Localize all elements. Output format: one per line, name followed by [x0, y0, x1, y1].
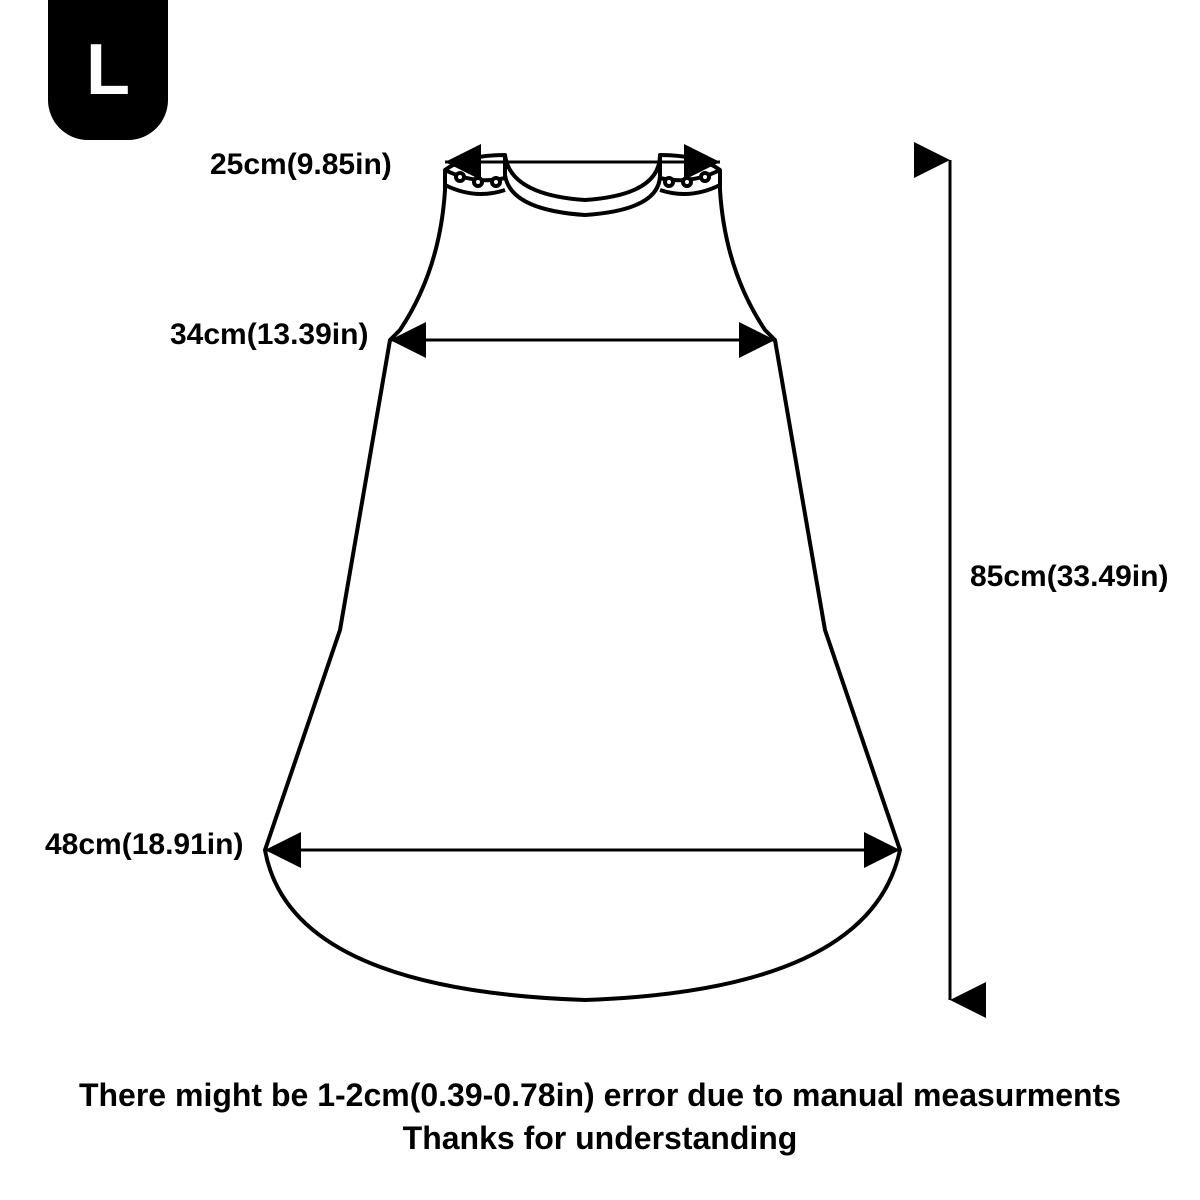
disclaimer: There might be 1-2cm(0.39-0.78in) error …: [0, 1074, 1200, 1160]
size-badge: L: [48, 0, 168, 140]
shoulder-label: 25cm(9.85in): [210, 148, 392, 182]
height-label: 85cm(33.49in): [970, 560, 1168, 594]
garment-outline: [265, 155, 900, 1000]
chest-label: 34cm(13.39in): [170, 318, 368, 352]
size-badge-text: L: [86, 29, 130, 111]
disclaimer-line-2: Thanks for understanding: [0, 1117, 1200, 1160]
disclaimer-line-1: There might be 1-2cm(0.39-0.78in) error …: [0, 1074, 1200, 1117]
bottom-label: 48cm(18.91in): [45, 828, 243, 862]
